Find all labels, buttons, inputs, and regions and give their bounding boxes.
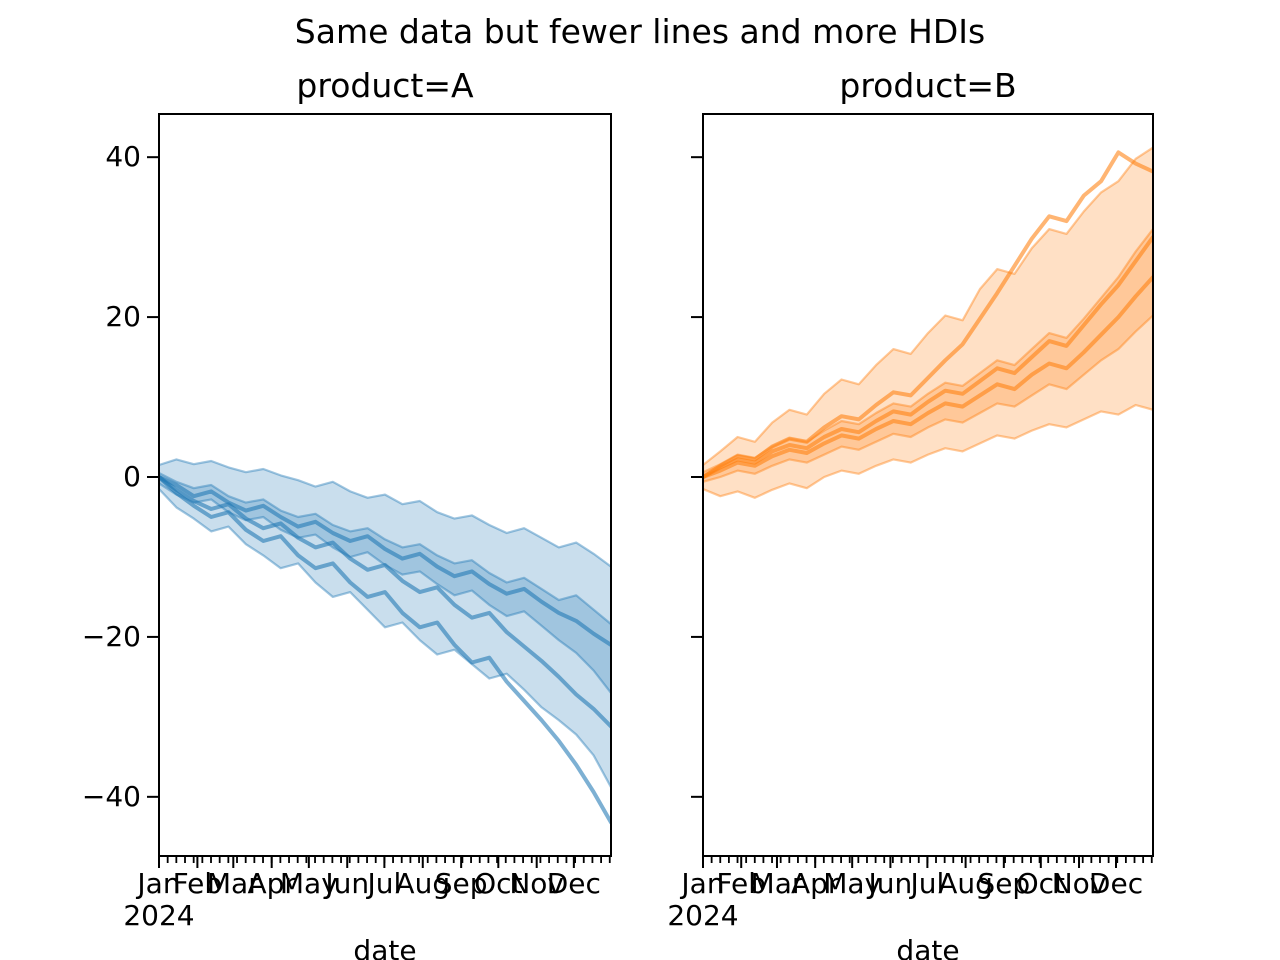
y-tick-label: 20 xyxy=(105,300,141,334)
hdi-outer-band xyxy=(159,459,611,788)
x-tick-label: Jun xyxy=(868,867,913,900)
data-layer-a xyxy=(159,458,611,825)
x-tick-label: Mar xyxy=(206,867,260,900)
data-layer-b xyxy=(703,146,1153,499)
y-tick-label: 0 xyxy=(123,460,141,493)
x-axis-year-b: 2024 xyxy=(667,899,739,932)
hdi-outer-band xyxy=(703,147,1153,498)
x-tick-label: Aug xyxy=(938,867,993,900)
x-axis-label-a: date xyxy=(353,934,417,960)
x-tick-label: Nov xyxy=(509,867,565,900)
subplot-a-title: product=A xyxy=(296,66,474,105)
x-axis-label-b: date xyxy=(896,934,960,960)
x-tick-label: Oct xyxy=(1016,867,1065,900)
minor-tick-marks xyxy=(702,856,1153,863)
sample-1-line xyxy=(703,235,1153,479)
hdi-inner-upper-edge xyxy=(159,472,611,625)
x-tick-label: Jul xyxy=(910,867,945,900)
hdi-outer-lower-edge xyxy=(703,403,1153,499)
hdi-outer-upper-edge xyxy=(159,458,611,568)
x-tick-label: Feb xyxy=(172,867,223,900)
x-tick-label: Jun xyxy=(325,867,370,900)
x-tick-label: Feb xyxy=(716,867,766,900)
x-tick-label: Dec xyxy=(546,867,601,900)
x-tick-label: Aug xyxy=(395,867,451,900)
sample-2-line xyxy=(703,275,1153,479)
sample-3-line xyxy=(159,475,611,825)
tick-marks xyxy=(691,156,1118,868)
minor-tick-marks xyxy=(158,856,611,863)
x-tick-label: Nov xyxy=(1051,867,1107,900)
x-tick-label: Oct xyxy=(474,867,523,900)
x-tick-label: May xyxy=(823,867,882,900)
x-tick-label: Sep xyxy=(434,867,488,900)
y-tick-label: 40 xyxy=(105,140,141,174)
subplot-b-title: product=B xyxy=(839,66,1017,105)
sample-1-line xyxy=(159,475,611,647)
x-tick-label: Sep xyxy=(977,867,1031,900)
figure-title: Same data but fewer lines and more HDIs xyxy=(294,12,986,51)
y-tick-label: −20 xyxy=(81,619,141,653)
x-tick-label: Dec xyxy=(1088,867,1144,900)
x-tick-label: May xyxy=(279,867,338,900)
hdi-outer-upper-edge xyxy=(703,146,1153,466)
y-tick-label: −40 xyxy=(81,779,141,813)
x-tick-label: Apr xyxy=(790,867,840,900)
hdi-inner-lower-edge xyxy=(703,314,1153,483)
x-tick-label: Apr xyxy=(247,867,296,900)
x-tick-label: Jul xyxy=(367,867,402,900)
sample-3-line xyxy=(703,150,1153,479)
x-tick-label: Jan xyxy=(681,867,725,900)
x-axis-year-a: 2024 xyxy=(123,899,195,932)
x-tick-label: Mar xyxy=(750,867,804,900)
x-tick-label: Jan xyxy=(137,867,181,900)
hdi-outer-lower-edge xyxy=(159,488,611,788)
sample-2-line xyxy=(159,475,611,729)
